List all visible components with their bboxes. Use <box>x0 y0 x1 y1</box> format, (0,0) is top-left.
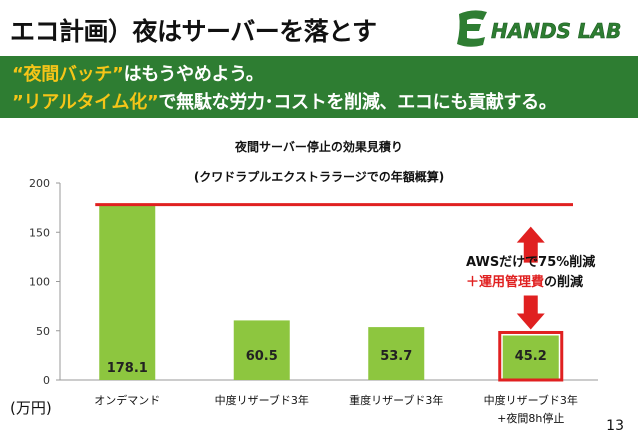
y-tick-label: 50 <box>36 325 50 338</box>
y-tick-label: 100 <box>29 276 50 289</box>
bar <box>99 204 156 380</box>
bar-value-label: 60.5 <box>246 349 278 364</box>
banner-highlight-1: “夜間バッチ” <box>12 64 124 85</box>
savings-callout: AWSだけで75%削減 ＋運用管理費の削減 <box>466 253 626 293</box>
y-tick-label: 200 <box>29 177 50 190</box>
logo-text: HANDS LAB <box>491 19 621 43</box>
callout-line-2: ＋運用管理費の削減 <box>466 273 626 293</box>
chart-subtitle: (クワドラプルエクストララージでの年額概算) <box>193 170 445 184</box>
logo-emblem <box>457 10 487 47</box>
hands-lab-logo: HANDS LAB <box>457 10 622 47</box>
bar-value-label: 45.2 <box>515 349 547 364</box>
banner-text-2: で無駄な労力･コストを削減、エコにも貢献する。 <box>158 92 557 113</box>
bar-value-label: 53.7 <box>380 349 412 364</box>
arrow-up <box>516 226 545 263</box>
arrow-down <box>516 295 545 330</box>
banner-line-1: “夜間バッチ”はもうやめよう。 <box>12 60 264 86</box>
callout-highlight: ＋運用管理費 <box>466 275 545 290</box>
highlight-box <box>498 330 564 382</box>
x-tick-sublabel: +夜間8h停止 <box>497 411 564 425</box>
callout-text: の削減 <box>544 275 584 290</box>
bar <box>502 335 559 380</box>
y-tick-label: 0 <box>43 374 50 387</box>
bar <box>233 320 290 380</box>
slide-title: エコ計画）夜はサーバーを落とす <box>10 17 377 46</box>
page-number: 13 <box>606 418 624 434</box>
message-banner: “夜間バッチ”はもうやめよう。 ”リアルタイム化”で無駄な労力･コストを削減、エ… <box>0 56 638 118</box>
unit-label: (万円) <box>10 399 52 417</box>
bar-value-label: 178.1 <box>107 361 148 376</box>
chart-title: 夜間サーバー停止の効果見積り <box>235 140 403 154</box>
x-tick-label: 中度リザーブド3年 <box>484 393 578 407</box>
x-tick-label: 重度リザーブド3年 <box>349 393 443 407</box>
y-tick-label: 150 <box>29 226 50 239</box>
x-tick-label: オンデマンド <box>94 393 160 407</box>
callout-line-1: AWSだけで75%削減 <box>466 255 596 270</box>
banner-text-1: はもうやめよう。 <box>123 64 264 85</box>
banner-line-2: ”リアルタイム化”で無駄な労力･コストを削減、エコにも貢献する。 <box>12 88 557 114</box>
banner-highlight-2: ”リアルタイム化” <box>12 92 159 113</box>
x-tick-label: 中度リザーブド3年 <box>215 393 309 407</box>
bar <box>368 327 425 380</box>
